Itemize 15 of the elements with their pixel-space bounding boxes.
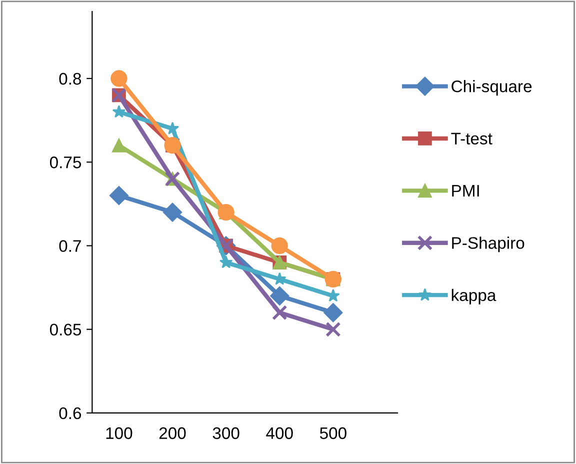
y-tick-label: 0.8	[59, 72, 82, 85]
x-tick-label: 200	[159, 427, 186, 440]
y-tick-label: 0.7	[59, 240, 81, 252]
legend-label: P-Shapiro	[452, 236, 524, 252]
legend-label: PMI	[452, 185, 479, 197]
y-tick-label: 0.75	[50, 156, 82, 168]
y-tick-label: 0.6	[59, 407, 82, 420]
x-tick-label: 400	[266, 427, 293, 440]
legend-label: T-test	[451, 132, 492, 144]
x-tick-label: 500	[320, 427, 346, 440]
legend-label: kappa	[452, 288, 496, 304]
x-tick-label: 100	[106, 427, 132, 440]
y-tick-label: 0.65	[50, 324, 82, 336]
legend-label: Chi-square	[452, 80, 532, 96]
x-tick-label: 300	[212, 427, 240, 440]
